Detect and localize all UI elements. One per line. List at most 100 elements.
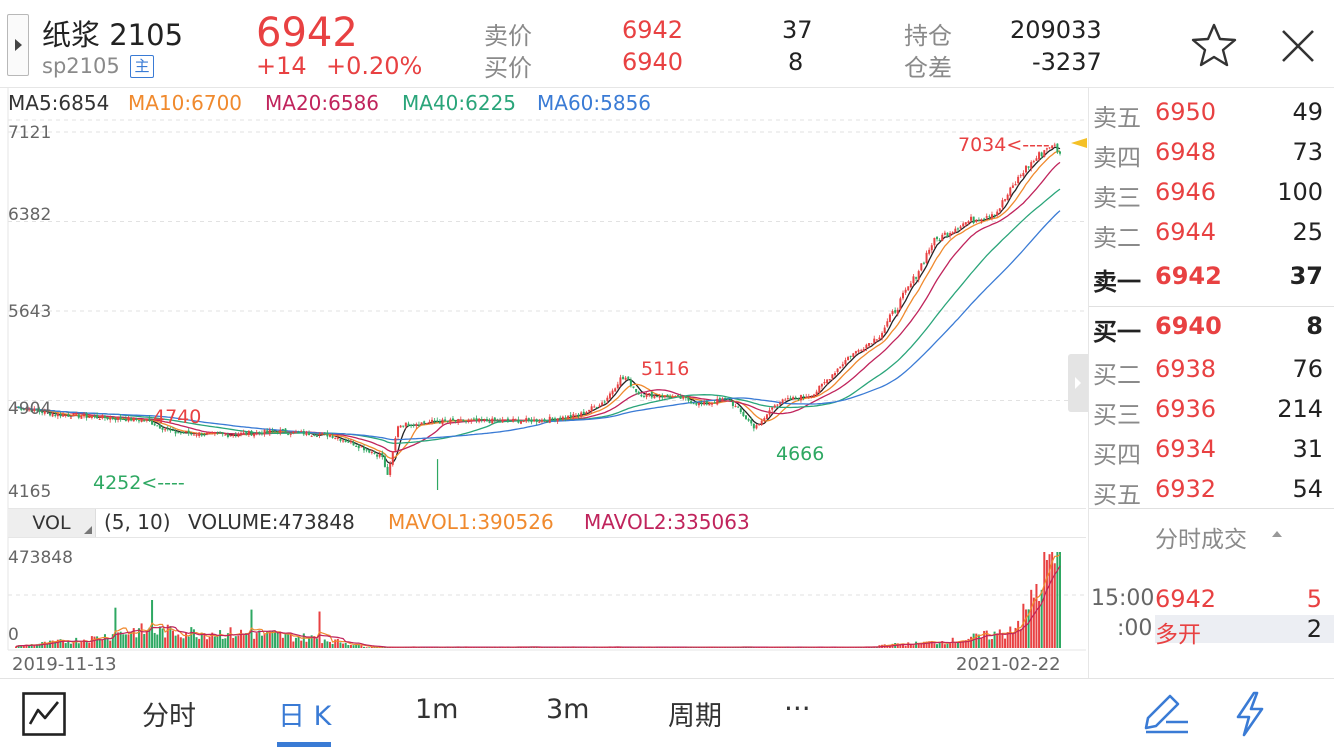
candle-body	[41, 412, 44, 414]
chevron-right-icon[interactable]	[7, 14, 29, 76]
volume-bar	[111, 634, 114, 648]
chevron-right-icon[interactable]	[1068, 354, 1088, 412]
bid-level-label: 买五	[1093, 481, 1141, 509]
ask-level-2[interactable]: 卖二 6944 25	[1089, 218, 1334, 258]
candle-body	[292, 431, 295, 434]
price-tick-7121: 7121	[8, 123, 52, 143]
candle-body	[970, 216, 973, 221]
caret-up-icon[interactable]	[1272, 531, 1282, 537]
candle-body	[247, 431, 250, 435]
candle-body	[826, 379, 829, 384]
candle-body	[577, 414, 580, 417]
volume-bar	[56, 639, 59, 648]
volume-bar	[349, 644, 352, 648]
tab-daily-k[interactable]: 日 K	[278, 701, 332, 732]
candle-body	[656, 396, 659, 398]
line-chart-icon[interactable]	[22, 692, 66, 736]
time-sales-title[interactable]: 分时成交	[1155, 527, 1247, 553]
volume-value: VOLUME:473848	[188, 510, 355, 534]
volume-bar	[213, 636, 216, 648]
volume-bar	[153, 632, 156, 648]
ask-level-price: 6942	[1155, 262, 1222, 290]
bid-level-1[interactable]: 买一 6940 8	[1089, 312, 1334, 352]
candle-body	[253, 433, 256, 437]
tab-timeshare[interactable]: 分时	[142, 701, 196, 732]
candle-body	[525, 418, 528, 422]
candle-body	[1045, 148, 1048, 150]
candle-body	[669, 396, 672, 399]
ask-level-3[interactable]: 卖三 6946 100	[1089, 178, 1334, 218]
candle-body	[444, 419, 447, 421]
volume-bar	[211, 632, 214, 648]
annotation-4252: 4252<----	[93, 472, 185, 494]
candle-body	[645, 393, 648, 398]
bid-level-2[interactable]: 买二 6938 76	[1089, 355, 1334, 395]
candle-body	[229, 435, 232, 437]
candle-body	[352, 442, 355, 446]
candle-body	[211, 432, 214, 434]
volume-bar	[93, 636, 96, 648]
ask-level-volume: 37	[1289, 262, 1323, 290]
star-icon[interactable]	[1190, 22, 1238, 68]
volume-bar	[83, 639, 86, 648]
candle-body	[213, 432, 216, 434]
change-amount: +14	[256, 52, 307, 80]
volume-bar	[219, 630, 222, 648]
price-tick-6382: 6382	[8, 205, 52, 225]
volume-bar	[33, 645, 36, 648]
ask-level-5[interactable]: 卖五 6950 49	[1089, 98, 1334, 138]
tab-period[interactable]: 周期	[668, 701, 722, 732]
close-icon[interactable]	[1278, 26, 1318, 66]
lightning-icon[interactable]	[1230, 690, 1270, 738]
candle-body	[917, 271, 920, 280]
volume-bar	[127, 634, 130, 648]
candle-body	[1053, 144, 1056, 146]
candle-body	[509, 420, 512, 422]
volume-bar	[962, 641, 965, 648]
volume-bar	[96, 636, 99, 648]
ask-level-price: 6950	[1155, 98, 1217, 126]
kline-chart[interactable]	[0, 88, 1088, 678]
candle-body	[117, 417, 120, 420]
bid-level-4[interactable]: 买四 6934 31	[1089, 435, 1334, 475]
open-interest: 209033	[1010, 16, 1102, 44]
tab-3m[interactable]: 3m	[546, 694, 590, 725]
bid-level-3[interactable]: 买三 6936 214	[1089, 395, 1334, 435]
volume-bar	[294, 637, 297, 648]
indicator-select-button[interactable]: VOL	[8, 509, 96, 537]
volume-bar	[203, 633, 206, 648]
pen-icon[interactable]	[1140, 692, 1192, 736]
candle-body	[1019, 175, 1022, 177]
candle-body	[815, 391, 818, 396]
candle-body	[642, 395, 645, 397]
volume-bar	[25, 644, 28, 648]
candle-body	[190, 433, 193, 435]
volume-bar	[190, 627, 193, 648]
ask-level-4[interactable]: 卖四 6948 73	[1089, 138, 1334, 178]
ask-level-1[interactable]: 卖一 6942 37	[1089, 262, 1334, 302]
candle-body	[959, 226, 962, 229]
candle-body	[839, 366, 842, 369]
tab-1m[interactable]: 1m	[415, 694, 459, 725]
bid-level-5[interactable]: 买五 6932 54	[1089, 475, 1334, 515]
candle-body	[360, 446, 363, 448]
candle-body	[318, 433, 321, 436]
volume-bar	[237, 635, 240, 648]
volume-params: (5, 10)	[104, 510, 171, 534]
candle-body	[365, 449, 368, 451]
candle-body	[331, 435, 334, 439]
candle-body	[731, 401, 734, 406]
volume-bar	[232, 637, 235, 648]
more-icon[interactable]: ···	[784, 692, 811, 725]
volume-bar	[964, 640, 967, 648]
candle-body	[294, 431, 297, 433]
candle-body	[1040, 152, 1043, 157]
candle-body	[376, 454, 379, 457]
candle-body	[153, 423, 156, 426]
x-axis-start: 2019-11-13	[12, 654, 117, 675]
candle-body	[554, 418, 557, 421]
mavol1-value: MAVOL1:390526	[388, 510, 554, 534]
volume-bar	[229, 627, 232, 648]
candle-body	[208, 432, 211, 434]
candle-body	[378, 454, 381, 457]
